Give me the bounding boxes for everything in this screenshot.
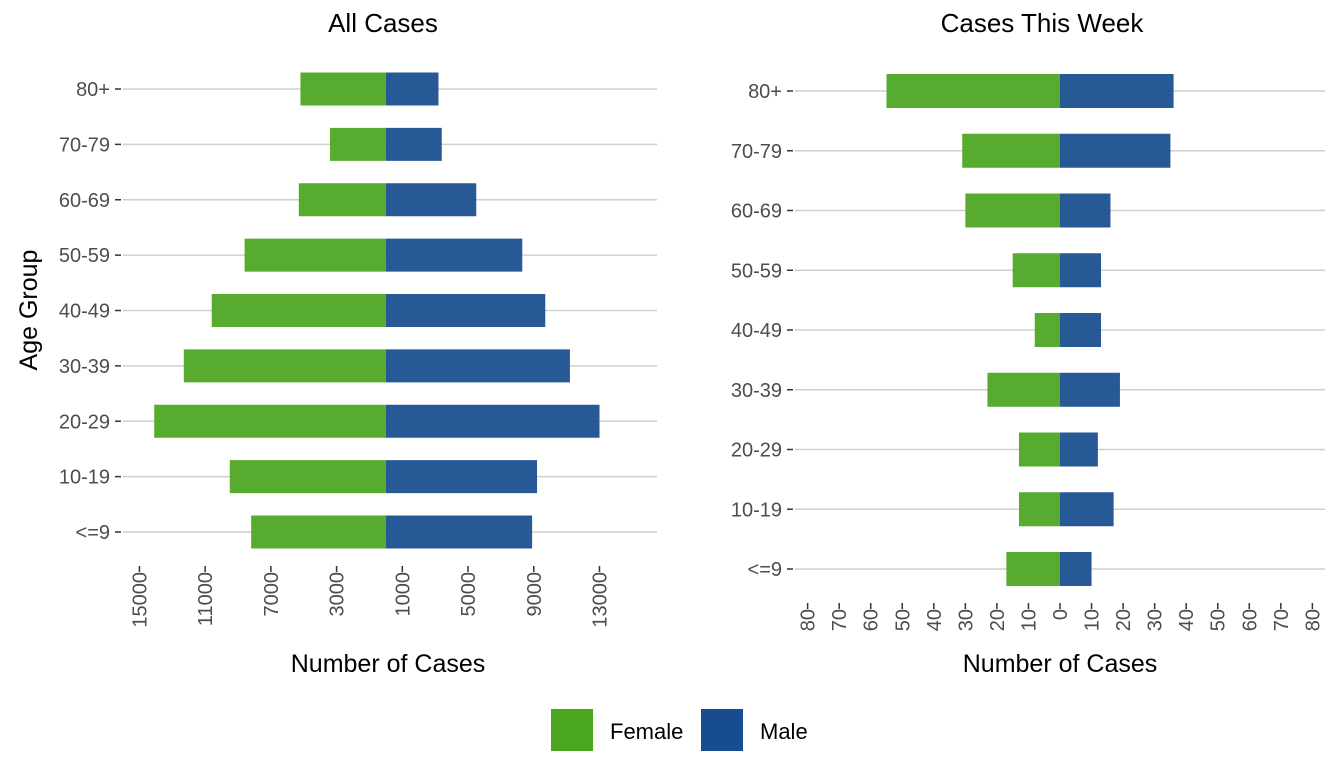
y-tick-label-30-39: 30-39 [59, 356, 110, 378]
x-tick-label-30: 30 [955, 609, 977, 631]
y-tick-label-80plus: 80+ [748, 81, 782, 103]
y-tick-label-50-59: 50-59 [59, 245, 110, 267]
y-tick-label-60-69: 60-69 [731, 201, 782, 223]
chart-title-all-cases: All Cases [328, 8, 438, 38]
legend-swatch-male [701, 709, 743, 751]
x-tick-label-60: 60 [1239, 609, 1261, 631]
bar-female-80plus [886, 74, 1060, 108]
x-tick-label-1000: 1000 [392, 572, 414, 617]
x-tick-label-40: 40 [1176, 609, 1198, 631]
bars [154, 72, 600, 549]
y-tick-label-40-49: 40-49 [59, 301, 110, 323]
x-tick-label-20: 20 [987, 609, 1009, 631]
bar-female-50-59 [244, 238, 386, 272]
bar-male-60-69 [1060, 193, 1111, 228]
x-tick-label-70: 70 [829, 609, 851, 631]
x-tick-label-30: 30 [1145, 609, 1167, 631]
bar-female-70-79 [330, 127, 386, 161]
x-axis-ticks: 80 70 60 50 40 30 20 10 0 10 20 30 40 50 60 70 80 [798, 603, 1324, 631]
x-tick-label-13000: 13000 [589, 572, 611, 628]
x-tick-label-3000: 3000 [327, 572, 349, 617]
x-tick-label-10: 10 [1018, 609, 1040, 631]
legend: Female Male [551, 709, 808, 751]
bar-male-80plus [1060, 74, 1174, 108]
y-tick-label-60-69: 60-69 [59, 190, 110, 212]
bar-male-70-79 [385, 127, 442, 161]
bar-female-le9 [251, 515, 386, 549]
bar-male-80plus [385, 72, 439, 106]
x-tick-label-80: 80 [798, 609, 820, 631]
bar-female-80plus [300, 72, 386, 106]
bar-male-50-59 [385, 238, 523, 272]
x-tick-label-0: 0 [1050, 609, 1072, 620]
bar-female-60-69 [965, 193, 1060, 228]
bar-male-40-49 [385, 294, 546, 327]
y-tick-label-10-19: 10-19 [59, 467, 110, 489]
bars [886, 74, 1174, 586]
bar-female-30-39 [987, 372, 1060, 407]
y-tick-label-le9: <=9 [76, 522, 110, 544]
bar-female-30-39 [183, 349, 386, 383]
y-axis-ticks: <=9 10-19 20-29 30-39 40-49 50-59 60-69 70-79 80… [59, 79, 121, 544]
x-tick-label-7000: 7000 [261, 572, 283, 617]
x-tick-label-70: 70 [1271, 609, 1293, 631]
bar-female-20-29 [154, 404, 386, 438]
x-tick-label-15000: 15000 [129, 572, 151, 628]
x-tick-label-60: 60 [861, 609, 883, 631]
x-tick-label-5000: 5000 [458, 572, 480, 617]
bar-male-20-29 [385, 404, 600, 438]
legend-label-male: Male [760, 719, 808, 744]
bar-male-40-49 [1060, 313, 1102, 347]
bar-female-le9 [1006, 552, 1060, 586]
bar-male-10-19 [385, 460, 538, 494]
x-tick-label-50: 50 [892, 609, 914, 631]
x-axis-ticks: 15000 11000 7000 3000 1000 5000 9000 13000 [129, 566, 611, 628]
bar-female-20-29 [1018, 432, 1060, 467]
bar-male-10-19 [1060, 492, 1114, 527]
bar-male-le9 [385, 515, 533, 549]
bar-female-60-69 [298, 183, 386, 217]
x-tick-label-10: 10 [1082, 609, 1104, 631]
bar-female-70-79 [962, 133, 1060, 168]
y-axis-ticks: <=9 10-19 20-29 30-39 40-49 50-59 60-69 70-79 80… [731, 81, 793, 581]
y-tick-label-50-59: 50-59 [731, 260, 782, 282]
chart-title-cases-this-week: Cases This Week [941, 8, 1145, 38]
bar-female-40-49 [1034, 313, 1060, 347]
y-axis-title: Age Group [15, 250, 43, 371]
x-tick-label-9000: 9000 [524, 572, 546, 617]
bar-male-20-29 [1060, 432, 1098, 467]
bar-male-le9 [1060, 552, 1092, 586]
bar-male-60-69 [385, 183, 477, 217]
x-tick-label-50: 50 [1208, 609, 1230, 631]
bar-female-10-19 [1018, 492, 1060, 527]
bar-female-40-49 [211, 294, 386, 327]
y-tick-label-30-39: 30-39 [731, 380, 782, 402]
y-tick-label-20-29: 20-29 [59, 411, 110, 433]
bar-female-50-59 [1012, 253, 1060, 288]
x-tick-label-80: 80 [1302, 609, 1324, 631]
cases-this-week-panel: Cases This Week <=9 10-19 20-29 30-39 40-49 5… [731, 8, 1325, 678]
x-axis-title: Number of Cases [291, 650, 486, 678]
x-tick-label-11000: 11000 [195, 572, 217, 626]
y-tick-label-40-49: 40-49 [731, 320, 782, 342]
y-tick-label-70-79: 70-79 [59, 134, 110, 156]
bar-male-30-39 [1060, 372, 1120, 407]
y-tick-label-70-79: 70-79 [731, 141, 782, 163]
bar-male-70-79 [1060, 133, 1171, 168]
x-axis-title: Number of Cases [963, 650, 1158, 678]
legend-swatch-female [551, 709, 593, 751]
y-tick-label-80plus: 80+ [76, 79, 110, 101]
bar-male-30-39 [385, 349, 570, 383]
x-tick-label-20: 20 [1113, 609, 1135, 631]
all-cases-panel: All Cases <=9 10-19 20-29 30-39 40-49 50-59 60… [15, 8, 657, 678]
legend-label-female: Female [610, 719, 683, 744]
bar-male-50-59 [1060, 253, 1102, 288]
y-tick-label-20-29: 20-29 [731, 440, 782, 462]
y-tick-label-le9: <=9 [748, 559, 782, 581]
x-tick-label-40: 40 [924, 609, 946, 631]
bar-female-10-19 [229, 460, 386, 494]
y-tick-label-10-19: 10-19 [731, 499, 782, 521]
